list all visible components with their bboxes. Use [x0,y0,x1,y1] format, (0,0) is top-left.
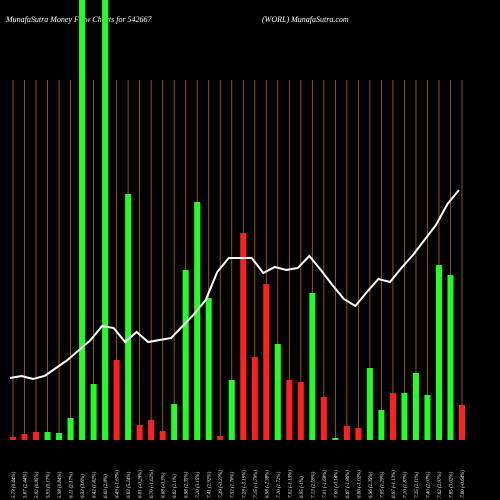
bar [182,270,189,440]
bar [286,380,293,440]
bar [240,233,247,440]
bar [125,194,132,440]
x-tick-label: 6.33 (3.6%) [81,474,86,498]
x-tick-label: 6.42 (1.42%) [93,471,98,498]
bar [171,404,178,440]
bar [159,431,166,440]
bar [21,434,28,440]
x-tick-label: 6.81 (-0.29%) [139,470,144,498]
chart-subtitle: (WORL) MunafaSutra.com [262,15,349,24]
x-tick-label: 7.52 (1.76%) [231,471,236,498]
bar [136,425,143,440]
x-tick-label: 7.15 (-1.79%) [254,470,259,498]
x-tick-label: 6.87 (-1.86%) [346,470,351,498]
bar [343,426,350,440]
x-tick-label: 7.39 (-0.27%) [219,470,224,498]
chart-title: MunafaSutra Money Flow Charts for 542667 [5,15,153,24]
bar [148,420,155,440]
x-tick-label: 5.73 (0.44%) [12,471,17,498]
bar [274,344,281,440]
x-tick-label: 6.80 (-1.02%) [357,470,362,498]
x-tick-label: 6.83 (5.24%) [127,471,132,498]
x-tick-label: 7.41 (2.92%) [208,471,213,498]
x-tick-label: 7.10 (1.87%) [403,471,408,498]
x-tick-label: 6.98 (-2.38%) [265,470,270,498]
x-tick-label: 7.01 (-1.68%) [323,470,328,498]
bar [366,368,373,440]
bar [447,275,454,440]
bar [297,382,304,440]
bar [309,293,316,440]
bar [459,405,465,440]
bar [90,384,97,440]
x-tick-label: 7.80 (-0.64%) [461,470,466,498]
x-tick-label: 7.25 (2.11%) [415,472,420,498]
x-tick-label: 5.87 (2.44%) [24,471,29,498]
x-tick-label: 5.92 (0.85%) [35,471,40,498]
bar [67,418,74,440]
money-flow-line [9,189,460,381]
x-tick-label: 7.10 (1.72%) [277,471,282,498]
bar [10,437,16,440]
bar [44,432,51,440]
bar [217,436,224,440]
x-tick-label: 6.95 (-1%) [300,476,305,498]
x-tick-label: 7.02 (-1.13%) [288,470,293,498]
x-tick-label: 7.62 (2.97%) [438,471,443,498]
bar [205,298,212,440]
x-tick-label: 6.68 (-0.3%) [162,472,167,498]
x-tick-label: 7.20 (3.15%) [196,471,201,498]
bar [320,397,327,440]
x-tick-label: 6.82 (2.1%) [173,474,178,498]
bar [251,357,258,440]
x-tick-label: 5.93 (0.17%) [47,471,52,498]
x-tick-label: 6.96 (2.35%) [369,471,374,498]
bar [263,284,270,440]
bar [33,432,40,440]
x-tick-label: 7.00 (-0.14%) [334,470,339,498]
bar [355,428,362,440]
bar [79,0,86,440]
bar [228,380,235,440]
x-tick-label: 6.49 (-1.67%) [116,470,121,498]
bar [389,393,396,440]
bar [56,433,63,440]
x-tick-label: 6.97 (-1.13%) [392,470,397,498]
bar [412,373,419,440]
x-tick-label: 7.13 (2.59%) [311,471,316,498]
bar [332,438,339,440]
x-tick-label: 6.70 (-1.62%) [150,470,155,498]
bar [435,265,442,440]
x-tick-label: 6.11 (2.17%) [70,472,75,498]
bar [378,410,385,440]
x-tick-label: 5.98 (0.84%) [58,471,63,498]
x-tick-label: 7.40 (2.07%) [426,471,431,498]
bar [113,360,120,440]
x-tick-label: 6.98 (2.35%) [185,471,190,498]
bar [194,202,201,440]
bar [401,393,408,440]
bar [424,395,431,440]
x-tick-label: 6.60 (2.8%) [104,474,109,498]
bar [102,0,109,440]
x-tick-label: 7.28 (-3.19%) [242,470,247,498]
x-tick-label: 7.85 (3.02%) [449,471,454,498]
x-tick-label: 7.05 (1.29%) [380,471,385,498]
